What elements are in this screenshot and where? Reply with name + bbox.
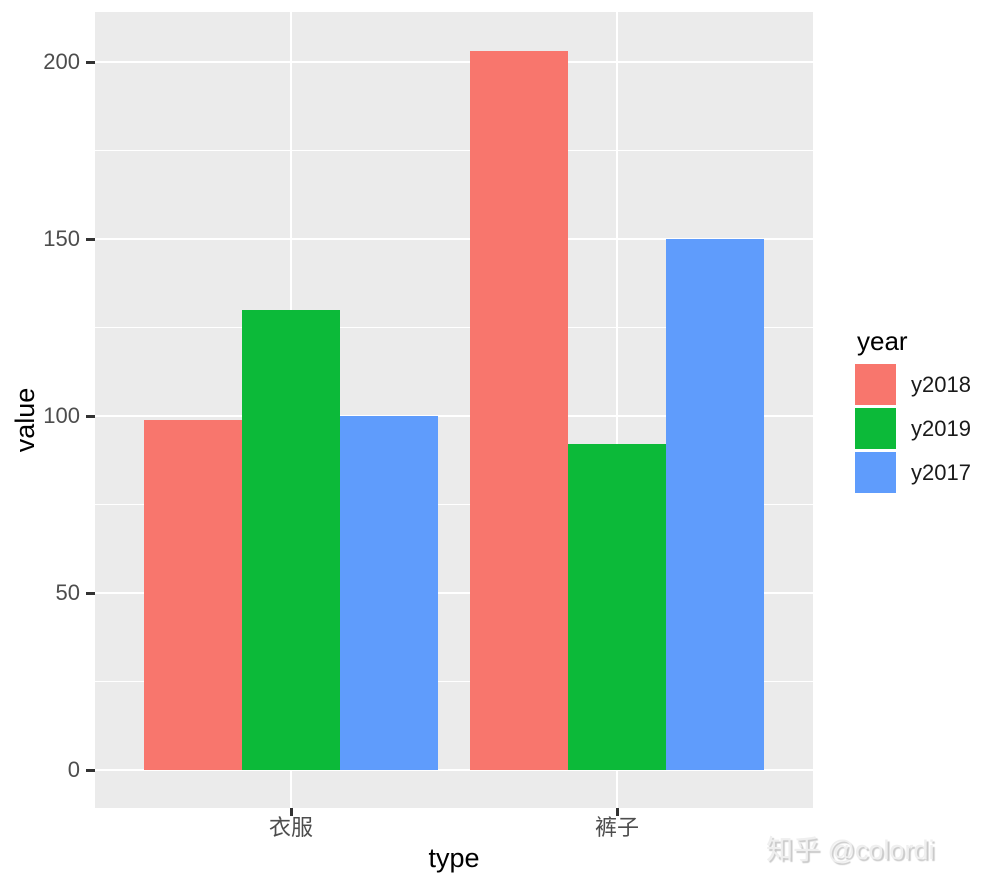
x-axis-title: type <box>428 843 480 873</box>
bar-y2017-裤子 <box>666 239 764 770</box>
y-tick-mark <box>86 414 95 418</box>
plot-panel <box>95 12 813 808</box>
y-tick-label: 150 <box>43 226 80 251</box>
x-tick-mark <box>615 808 619 816</box>
legend-item-y2018: y2018 <box>855 364 995 405</box>
y-tick-mark <box>86 237 95 241</box>
legend-swatch <box>855 408 896 449</box>
gridline-major <box>95 238 813 240</box>
legend-swatch <box>855 364 896 405</box>
legend-title: year <box>857 326 908 356</box>
y-tick-mark <box>86 768 95 772</box>
gridline-major <box>95 592 813 594</box>
legend-label: y2017 <box>911 459 971 485</box>
gridline-minor <box>95 681 813 682</box>
legend-label: y2019 <box>911 415 971 441</box>
x-tick-mark <box>289 808 293 816</box>
bar-y2018-衣服 <box>144 419 242 770</box>
gridline-minor <box>95 150 813 151</box>
bar-y2018-裤子 <box>470 51 568 770</box>
legend: year y2018 y2019 y2017 <box>855 326 995 496</box>
legend-swatch <box>855 452 896 493</box>
y-tick-label: 0 <box>67 757 80 782</box>
watermark: 知乎 @colordi <box>766 835 935 865</box>
y-tick-label: 50 <box>55 580 80 605</box>
x-tick-label: 裤子 <box>594 815 639 840</box>
y-tick-label: 100 <box>43 403 80 428</box>
y-tick-mark <box>86 591 95 595</box>
bar-y2017-衣服 <box>340 416 438 770</box>
legend-label: y2018 <box>911 371 971 397</box>
legend-items: y2018 y2019 y2017 <box>855 364 995 493</box>
gridline-major <box>95 415 813 417</box>
y-tick-mark <box>86 60 95 64</box>
legend-item-y2019: y2019 <box>855 408 995 449</box>
bar-y2019-裤子 <box>568 444 666 770</box>
gridline-vertical <box>616 12 618 808</box>
gridline-major <box>95 769 813 771</box>
gridline-minor <box>95 327 813 328</box>
gridline-minor <box>95 504 813 505</box>
bar-y2019-衣服 <box>242 309 340 770</box>
y-tick-label: 200 <box>43 49 80 74</box>
x-tick-label: 衣服 <box>268 815 313 840</box>
legend-item-y2017: y2017 <box>855 452 995 493</box>
gridline-major <box>95 61 813 63</box>
